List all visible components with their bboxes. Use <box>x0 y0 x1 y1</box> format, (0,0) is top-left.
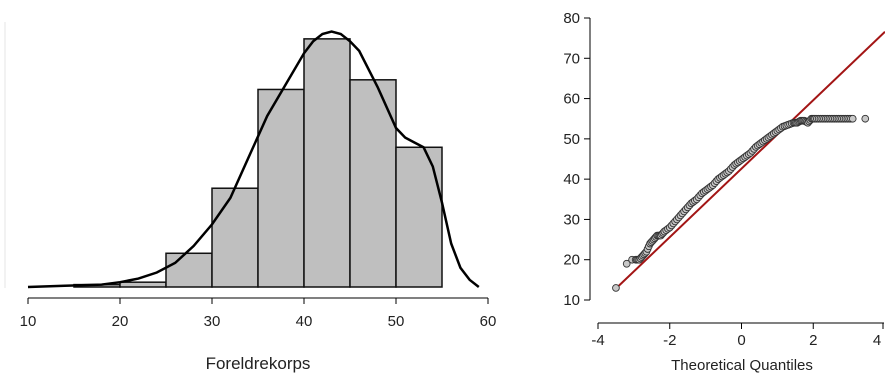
qq-points <box>612 114 870 292</box>
histogram-x-axis-title: Foreldrekorps <box>206 354 311 373</box>
qq-reference-line <box>617 30 885 287</box>
histogram-x-tick-label: 10 <box>20 313 37 330</box>
qq-point <box>848 114 857 123</box>
qq-y-tick-label: 40 <box>563 171 580 188</box>
histogram-x-tick-label: 50 <box>388 313 405 330</box>
qq-point <box>861 114 870 123</box>
qq-x-tick-label: -4 <box>591 332 604 349</box>
qq-y-tick-label: 10 <box>563 292 580 309</box>
qq-point <box>612 284 620 292</box>
qq-x-tick-label: 4 <box>873 332 881 349</box>
histogram-bar <box>349 79 397 288</box>
histogram-bar <box>395 146 443 288</box>
density-curve <box>27 30 480 289</box>
qq-y-tick-label: 60 <box>563 91 580 108</box>
histogram-bar <box>165 252 213 288</box>
histogram-bar <box>211 187 259 288</box>
qq-y-tick-label: 20 <box>563 252 580 269</box>
qq-y-tick-label: 70 <box>563 50 580 67</box>
histogram-x-tick-label: 20 <box>112 313 129 330</box>
qq-x-tick-label: 0 <box>737 332 745 349</box>
qq-plot-panel: 10 20 30 40 50 60 70 80 -4 -2 0 2 4 Theoretical Quan… <box>563 10 885 374</box>
histogram-x-tick-label: 60 <box>480 313 497 330</box>
qq-x-tick-label: 2 <box>809 332 817 349</box>
qq-y-tick-label: 30 <box>563 211 580 228</box>
histogram-bars <box>73 38 443 288</box>
histogram-x-axis: 10 20 30 40 50 60 <box>20 297 497 330</box>
qq-axes: 10 20 30 40 50 60 70 80 -4 -2 0 2 4 <box>563 10 884 349</box>
histogram-panel: 10 20 30 40 50 60 Foreldrekorps <box>4 22 497 373</box>
histogram-bar <box>119 281 167 288</box>
qq-point <box>622 259 631 268</box>
qq-y-tick-label: 80 <box>563 10 580 27</box>
histogram-bar <box>303 38 351 288</box>
qq-x-axis-title: Theoretical Quantiles <box>671 357 813 374</box>
qq-x-tick-label: -2 <box>663 332 676 349</box>
histogram-x-tick-label: 40 <box>296 313 313 330</box>
qq-y-tick-label: 50 <box>563 131 580 148</box>
histogram-x-tick-label: 30 <box>204 313 221 330</box>
